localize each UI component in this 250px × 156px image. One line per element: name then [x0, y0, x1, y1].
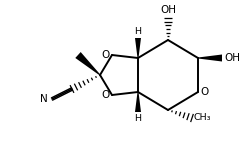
- Text: O: O: [102, 50, 110, 60]
- Text: O: O: [102, 90, 110, 100]
- Text: N: N: [40, 94, 48, 104]
- Text: OH: OH: [224, 53, 240, 63]
- Polygon shape: [75, 52, 100, 75]
- Polygon shape: [135, 38, 141, 58]
- Text: H: H: [134, 27, 141, 36]
- Text: H: H: [134, 114, 141, 123]
- Polygon shape: [135, 92, 141, 112]
- Text: OH: OH: [160, 5, 176, 15]
- Text: CH₃: CH₃: [194, 114, 212, 122]
- Text: O: O: [200, 87, 208, 97]
- Polygon shape: [198, 54, 222, 61]
